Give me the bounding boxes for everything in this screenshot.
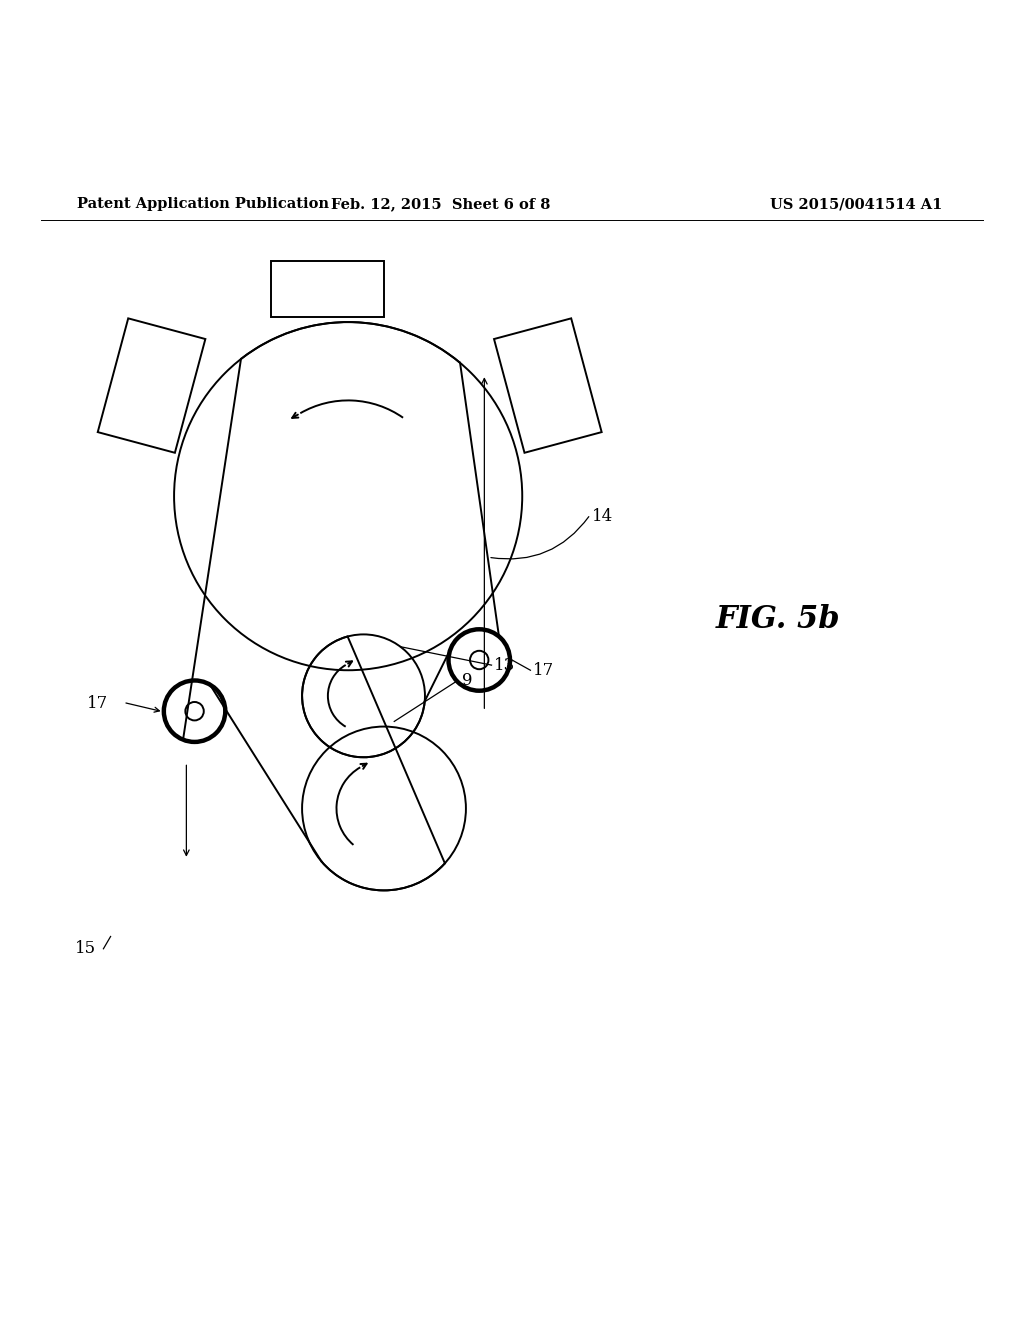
Text: 13: 13	[494, 656, 515, 673]
Text: Patent Application Publication: Patent Application Publication	[77, 197, 329, 211]
Text: 17: 17	[532, 661, 554, 678]
Text: Feb. 12, 2015  Sheet 6 of 8: Feb. 12, 2015 Sheet 6 of 8	[331, 197, 550, 211]
Text: 14: 14	[592, 508, 613, 525]
Text: 15: 15	[75, 940, 96, 957]
Text: US 2015/0041514 A1: US 2015/0041514 A1	[770, 197, 942, 211]
Text: FIG. 5b: FIG. 5b	[716, 603, 841, 635]
Text: 17: 17	[87, 694, 109, 711]
Text: 9: 9	[462, 672, 472, 689]
